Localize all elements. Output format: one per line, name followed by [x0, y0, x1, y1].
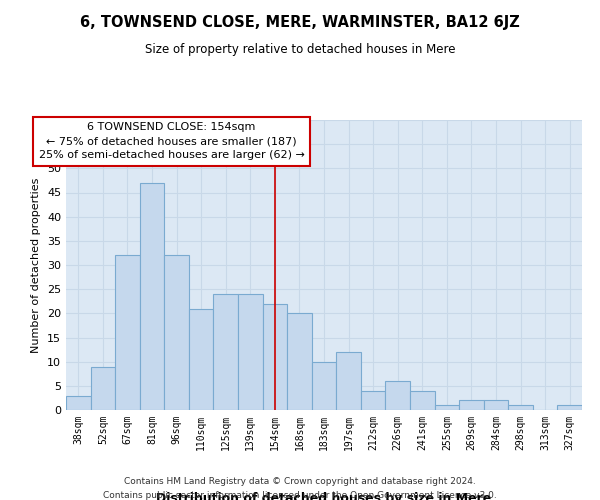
Text: 6 TOWNSEND CLOSE: 154sqm
← 75% of detached houses are smaller (187)
25% of semi-: 6 TOWNSEND CLOSE: 154sqm ← 75% of detach… [39, 122, 305, 160]
Bar [66, 396, 91, 410]
X-axis label: Distribution of detached houses by size in Mere: Distribution of detached houses by size … [157, 492, 491, 500]
Bar [140, 183, 164, 410]
Bar [459, 400, 484, 410]
Bar [238, 294, 263, 410]
Bar [91, 366, 115, 410]
Text: 6, TOWNSEND CLOSE, MERE, WARMINSTER, BA12 6JZ: 6, TOWNSEND CLOSE, MERE, WARMINSTER, BA1… [80, 15, 520, 30]
Bar [508, 405, 533, 410]
Y-axis label: Number of detached properties: Number of detached properties [31, 178, 41, 352]
Text: Contains public sector information licensed under the Open Government Licence v3: Contains public sector information licen… [103, 491, 497, 500]
Bar [557, 405, 582, 410]
Bar [115, 256, 140, 410]
Text: Size of property relative to detached houses in Mere: Size of property relative to detached ho… [145, 42, 455, 56]
Text: Contains HM Land Registry data © Crown copyright and database right 2024.: Contains HM Land Registry data © Crown c… [124, 478, 476, 486]
Bar [385, 381, 410, 410]
Bar [263, 304, 287, 410]
Bar [287, 314, 312, 410]
Bar [484, 400, 508, 410]
Bar [410, 390, 434, 410]
Bar [434, 405, 459, 410]
Bar [336, 352, 361, 410]
Bar [361, 390, 385, 410]
Bar [189, 308, 214, 410]
Bar [164, 256, 189, 410]
Bar [312, 362, 336, 410]
Bar [214, 294, 238, 410]
